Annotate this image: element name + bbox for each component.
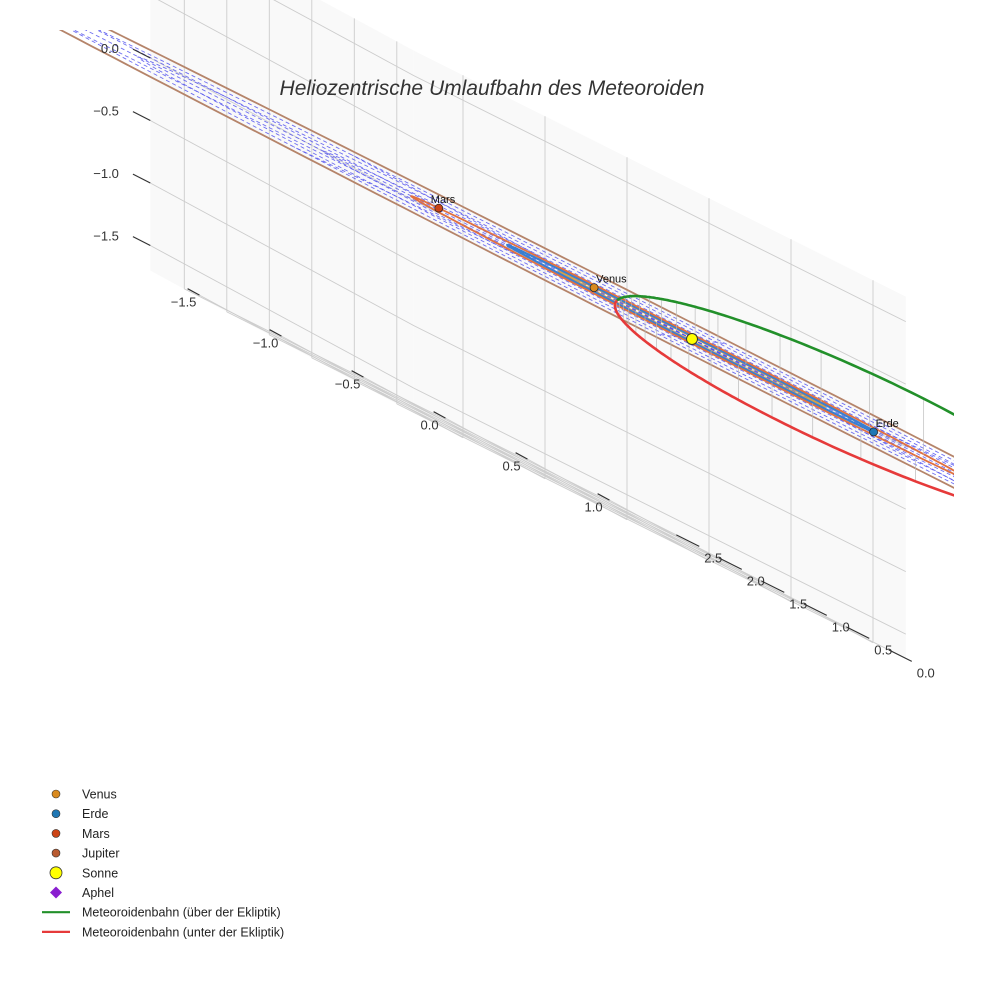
sun-marker — [686, 333, 698, 345]
gridline-z — [157, 0, 907, 385]
legend-label: Meteoroidenbahn (unter der Ekliptik) — [82, 925, 284, 939]
axis-ticks: −1.5−1.0−0.50.00.51.00.00.51.01.52.02.51… — [93, 41, 935, 680]
legend-label: Mars — [82, 827, 110, 841]
meteoroid-orbit-above — [616, 294, 954, 416]
legend-symbol-dot — [51, 789, 61, 799]
z-tick-label: 0.0 — [101, 41, 119, 56]
planet-marker-venus — [589, 283, 599, 293]
x-tick-label: −1.0 — [253, 336, 279, 351]
orbit-mars — [409, 195, 954, 476]
y-tick-mark — [718, 557, 743, 570]
legend-label: Sonne — [82, 866, 118, 880]
gridline-floor-y — [354, 380, 847, 628]
gridline-z — [273, 0, 907, 323]
x-tick-mark — [351, 370, 364, 378]
legend-symbol-sun — [49, 866, 63, 880]
y-tick-label: 2.0 — [747, 573, 765, 588]
planet-label-erde: Erde — [876, 418, 899, 430]
meteoroid-orbit-below — [613, 304, 954, 497]
z-tick-label: −0.5 — [93, 104, 119, 119]
y-tick-mark — [846, 626, 870, 639]
z-tick-mark — [132, 111, 151, 122]
gridline-z — [150, 57, 907, 448]
gridline-floor-y — [184, 288, 677, 536]
gridline-floor-y — [269, 334, 762, 582]
orbit-jupiter — [58, 30, 954, 489]
z-tick-mark — [132, 236, 151, 247]
x-tick-label: −1.5 — [171, 295, 197, 310]
reference-radial-line — [84, 30, 693, 340]
x-tick-label: 0.0 — [421, 418, 439, 433]
y-tick-label: 1.5 — [789, 596, 807, 611]
planet-label-mars: Mars — [431, 194, 456, 206]
x-tick-label: 1.0 — [585, 500, 603, 515]
legend-label: Jupiter — [82, 847, 120, 861]
x-tick-label: 0.5 — [503, 459, 521, 474]
axis-gridlines — [150, 0, 907, 651]
z-tick-mark — [132, 173, 151, 184]
reference-circle — [70, 30, 954, 485]
gridline-floor-y — [311, 357, 805, 605]
y-tick-mark — [761, 580, 785, 593]
gridline-z — [150, 245, 907, 635]
legend-symbol-dot — [51, 848, 61, 858]
legend: Venus Erde Mars Jupiter Sonne Aphel Meteoroide… — [42, 788, 284, 939]
planet-marker-mars — [434, 203, 444, 213]
gridline-z — [150, 182, 907, 573]
y-tick-mark — [803, 603, 828, 616]
y-tick-label: 0.0 — [917, 665, 935, 680]
reference-radial-line — [691, 338, 726, 345]
legend-label: Meteoroidenbahn (über der Ekliptik) — [82, 906, 281, 920]
gridline-floor-y — [396, 403, 890, 651]
legend-symbol-dot — [51, 829, 61, 838]
x-tick-mark — [433, 411, 446, 419]
reference-radial-line — [658, 333, 693, 340]
legend-symbol-diamond — [50, 886, 62, 899]
z-tick-label: −1.5 — [93, 229, 119, 244]
x-tick-mark — [269, 329, 282, 337]
x-tick-mark — [515, 452, 528, 460]
y-tick-mark — [888, 649, 913, 662]
z-tick-mark — [132, 48, 151, 59]
y-tick-mark — [676, 534, 700, 547]
orbits-layer: Venus Erde Mars — [58, 30, 954, 497]
back-pane — [413, 50, 906, 660]
meteoroid-orbit-below — [613, 299, 618, 306]
x-tick-mark — [187, 288, 200, 296]
legend-symbol-dot — [51, 809, 61, 819]
planet-marker-erde — [869, 427, 878, 437]
planet-label-venus: Venus — [596, 274, 627, 286]
x-tick-mark — [597, 493, 610, 501]
left-pane — [150, 0, 414, 414]
x-tick-label: −0.5 — [335, 377, 361, 392]
chart-title: Heliozentrische Umlaufbahn des Meteoroid… — [280, 77, 705, 100]
gridline-z — [150, 120, 907, 510]
gridline-floor-y — [226, 311, 720, 559]
z-tick-label: −1.0 — [93, 166, 119, 181]
y-tick-label: 2.5 — [704, 550, 722, 565]
legend-label: Venus — [82, 788, 117, 802]
reference-circle — [137, 56, 954, 482]
y-tick-label: 1.0 — [832, 619, 850, 634]
reference-radial-line — [96, 30, 693, 340]
y-tick-label: 0.5 — [874, 642, 892, 657]
legend-label: Aphel — [82, 886, 114, 900]
orbit-erde — [506, 243, 878, 435]
legend-label: Erde — [82, 807, 108, 821]
